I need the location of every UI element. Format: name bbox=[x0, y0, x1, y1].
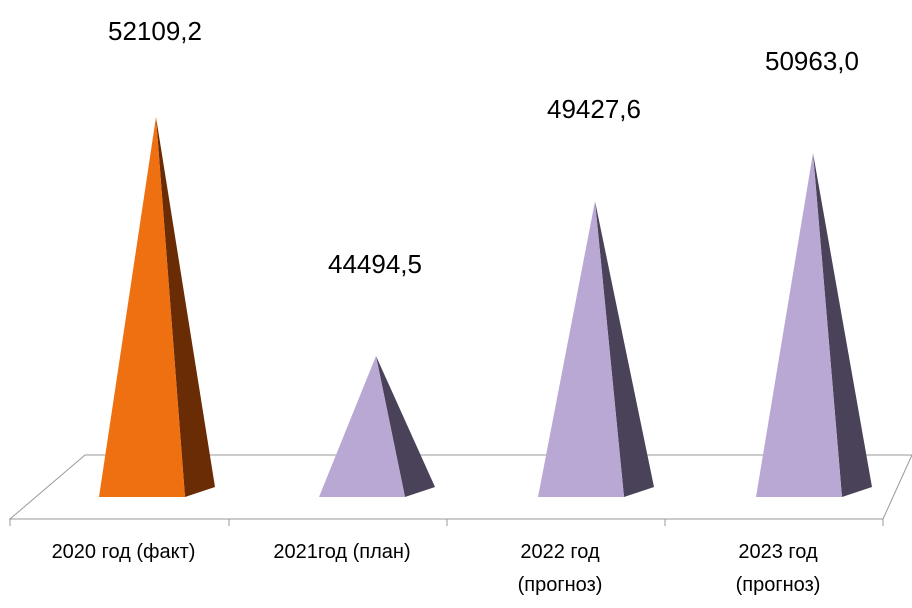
category-label-0: 2020 год (факт) bbox=[52, 541, 196, 563]
pyramid-side-2 bbox=[595, 201, 654, 497]
data-label-2: 49427,6 bbox=[547, 94, 641, 124]
chart-floor bbox=[8, 454, 912, 520]
pyramid-3 bbox=[756, 152, 842, 498]
pyramid-1 bbox=[319, 355, 405, 497]
pyramid-side-0 bbox=[156, 117, 215, 497]
pyramid-0 bbox=[99, 117, 185, 497]
data-label-0: 52109,2 bbox=[108, 16, 202, 46]
pyramid-2 bbox=[538, 201, 624, 497]
category-label-1: 2021год (план) bbox=[273, 541, 410, 563]
data-label-1: 44494,5 bbox=[328, 249, 422, 279]
data-label-3: 50963,0 bbox=[765, 46, 859, 76]
category-label-2: 2022 год (прогноз) bbox=[518, 541, 603, 596]
pyramid-side-1 bbox=[376, 355, 435, 497]
pyramid-side-3 bbox=[813, 152, 872, 498]
category-label-3: 2023 год (прогноз) bbox=[736, 541, 821, 596]
